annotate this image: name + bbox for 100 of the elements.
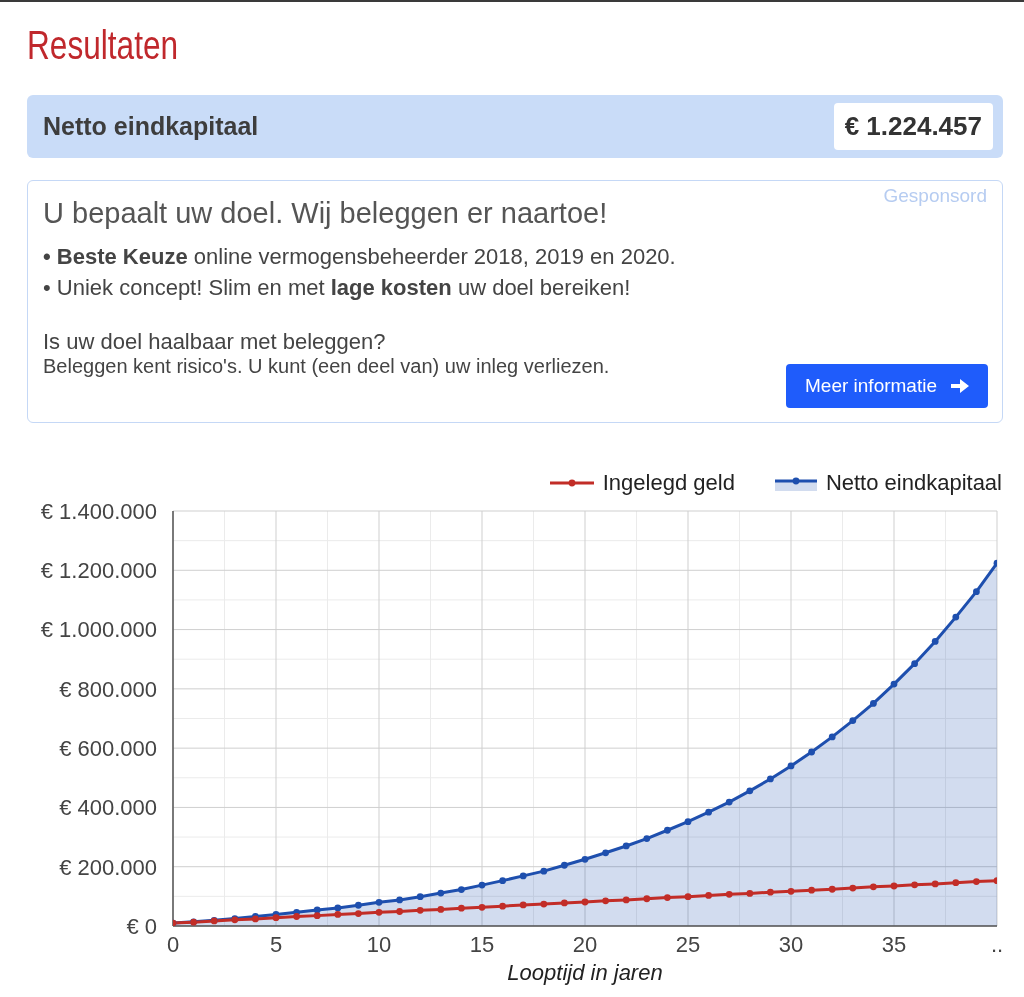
point <box>911 660 918 668</box>
point <box>416 893 424 901</box>
y-tick-label: € 1.200.000 <box>40 558 157 584</box>
point <box>664 826 671 834</box>
point <box>458 886 465 893</box>
x-tick-label: 35 <box>881 931 907 957</box>
point <box>787 887 795 895</box>
text: • Beste Keuze <box>43 244 188 269</box>
text: Beleggen kent risico's. U kunt (een deel van) uw inleg verliezen. <box>43 355 610 377</box>
point <box>890 882 898 890</box>
point <box>519 872 527 880</box>
point <box>581 898 589 906</box>
point <box>643 835 651 842</box>
text: online vermogensbeheerder 2018, 2019 en 2020. <box>193 244 676 269</box>
point <box>952 613 960 621</box>
text: Is uw doel haalbaar met beleggen? <box>43 329 386 354</box>
x-tick-label: 15 <box>469 931 495 957</box>
point <box>478 903 486 911</box>
point <box>458 904 465 912</box>
point <box>931 638 939 645</box>
x-axis-title: Looptijd in jaren <box>507 960 663 985</box>
point <box>602 849 609 857</box>
y-tick-label: € 200.000 <box>59 854 157 880</box>
point <box>705 892 712 899</box>
point <box>602 897 609 905</box>
point <box>808 886 815 894</box>
x-tick-label: 10 <box>366 931 392 957</box>
text: Gesponsord <box>883 185 987 206</box>
point <box>499 902 506 910</box>
point <box>664 894 671 901</box>
x-tick-label: 20 <box>572 931 598 957</box>
text: lage kosten <box>330 275 452 300</box>
text: • Uniek concept! Slim en met <box>43 275 325 300</box>
y-tick-label: € 800.000 <box>59 676 157 702</box>
legend-label: Netto eindkapitaal <box>825 470 1002 496</box>
point <box>499 877 506 885</box>
point <box>849 717 857 724</box>
text: uw doel bereiken! <box>457 275 631 300</box>
point <box>684 893 692 901</box>
point <box>767 775 774 783</box>
point <box>437 889 445 897</box>
point <box>725 890 733 898</box>
x-tick-label: 30 <box>778 931 804 957</box>
point <box>870 699 877 707</box>
y-tick-label: € 0 <box>126 913 157 939</box>
point <box>396 896 403 904</box>
point <box>911 881 918 889</box>
point <box>293 913 300 920</box>
point <box>643 895 651 903</box>
point <box>828 885 836 893</box>
point <box>808 748 815 756</box>
point <box>828 733 836 741</box>
x-tick-label: 5 <box>269 931 283 957</box>
point <box>725 798 733 806</box>
y-tick-label: € 1.400.000 <box>40 498 157 524</box>
x-tick-label: 0 <box>166 931 180 957</box>
x-tick-label: .. <box>990 931 1004 957</box>
point <box>540 867 548 875</box>
point <box>767 888 774 896</box>
y-tick-label: € 400.000 <box>59 795 157 821</box>
text: U bepaalt uw doel. Wij beleggen er naartoe! <box>43 197 608 229</box>
point <box>622 896 630 904</box>
point <box>437 906 445 913</box>
text: Netto eindkapitaal <box>43 112 259 141</box>
point <box>746 787 754 795</box>
point <box>746 889 754 897</box>
point <box>870 883 877 891</box>
point <box>849 884 857 892</box>
point <box>313 912 321 920</box>
point <box>622 842 630 850</box>
point <box>890 680 898 688</box>
point <box>705 808 712 816</box>
point <box>396 908 403 915</box>
y-tick-label: € 1.000.000 <box>40 617 157 643</box>
chart-title: Resultaten <box>27 23 179 67</box>
point <box>478 881 486 889</box>
point <box>787 762 795 770</box>
point <box>355 910 362 917</box>
point <box>334 911 342 918</box>
point <box>313 906 321 914</box>
point <box>561 899 568 907</box>
point <box>334 904 342 912</box>
point <box>355 901 362 909</box>
x-tick-label: 25 <box>675 931 701 957</box>
text: Meer informatie <box>805 375 937 397</box>
point <box>581 855 589 863</box>
y-tick-label: € 600.000 <box>59 735 157 761</box>
point <box>931 880 939 888</box>
point <box>375 898 383 906</box>
point <box>272 914 280 922</box>
point <box>561 861 568 869</box>
point <box>684 818 692 826</box>
point <box>973 878 980 885</box>
point <box>540 900 548 908</box>
point <box>416 906 424 914</box>
text: € 1.224.457 <box>844 111 982 142</box>
legend-label: Ingelegd geld <box>602 470 735 496</box>
point <box>519 901 527 909</box>
point <box>375 908 383 916</box>
point <box>952 879 960 887</box>
